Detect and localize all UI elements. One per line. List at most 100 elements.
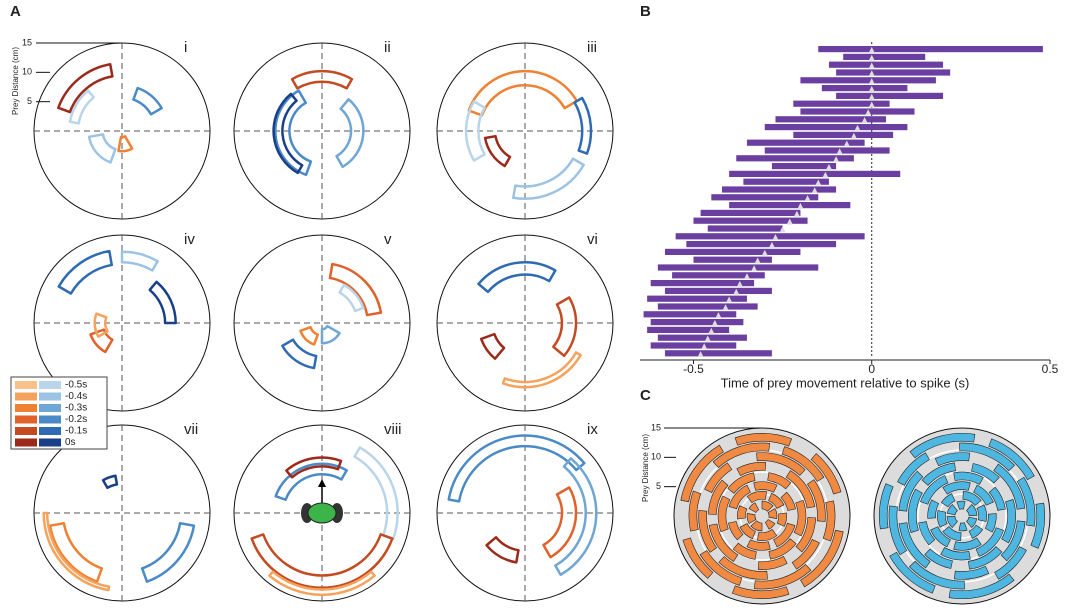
rf-contour	[132, 86, 163, 116]
bar	[650, 280, 755, 287]
rf-region	[898, 522, 931, 569]
polar-frame	[33, 424, 211, 602]
rf-region	[727, 472, 756, 494]
marker	[843, 140, 850, 147]
rf-region	[750, 520, 763, 532]
rf-region	[728, 521, 744, 541]
legend-swatch	[39, 381, 61, 389]
marker	[868, 78, 875, 85]
rf-contour	[148, 280, 177, 325]
rf-region	[968, 546, 1003, 570]
bar	[793, 100, 890, 107]
rf-region	[708, 523, 739, 562]
rf-region	[909, 432, 976, 459]
rf-contour	[485, 536, 520, 564]
bar	[836, 69, 951, 76]
rf-region	[993, 463, 1026, 510]
rf-region	[780, 491, 796, 511]
rf-region	[973, 484, 994, 506]
rf-contour	[299, 325, 320, 346]
rf-region	[732, 542, 757, 560]
bar	[722, 186, 837, 193]
bar	[764, 147, 890, 154]
rf-region	[757, 555, 788, 570]
bar	[675, 233, 865, 240]
marker	[836, 148, 843, 155]
rf-contour	[335, 98, 365, 169]
rf-contour	[93, 312, 109, 338]
bar	[711, 194, 819, 201]
rf-region	[1001, 499, 1016, 544]
marker	[854, 124, 861, 131]
rf-contour	[483, 134, 512, 168]
rf-region	[800, 529, 844, 588]
rf-region	[878, 483, 894, 530]
x-tick-label: -0.5	[683, 362, 704, 376]
radial-tick-label: 5	[656, 481, 661, 491]
rf-region	[966, 516, 978, 528]
rf-region	[975, 527, 1004, 557]
rf-region	[918, 521, 936, 546]
marker	[822, 171, 829, 178]
bar	[647, 326, 730, 333]
rf-contour	[554, 457, 598, 576]
marker	[804, 195, 811, 202]
rf-contour	[573, 96, 593, 155]
rf-region	[956, 500, 966, 510]
rf-region	[810, 453, 842, 495]
marker	[761, 249, 768, 256]
legend-swatch	[15, 392, 37, 401]
legend-label: -0.4s	[65, 391, 87, 402]
rf-region	[953, 471, 984, 485]
bar	[743, 178, 829, 185]
rf-contour	[274, 462, 348, 502]
marker	[733, 288, 740, 295]
rf-region	[712, 442, 770, 469]
bar	[647, 295, 747, 302]
bar	[771, 163, 837, 170]
bar	[836, 92, 944, 99]
mouse-body	[307, 502, 337, 524]
legend-label: -0.2s	[65, 414, 87, 425]
rf-region	[968, 524, 984, 539]
marker	[711, 319, 718, 326]
rf-region	[1016, 476, 1036, 527]
bar	[700, 209, 801, 216]
rf-region	[767, 508, 778, 519]
bar	[664, 248, 801, 255]
marker	[811, 187, 818, 194]
rf-region	[739, 523, 756, 540]
bar	[672, 272, 765, 279]
legend-swatch	[39, 427, 61, 435]
bar	[657, 334, 747, 341]
marker	[754, 257, 761, 264]
marker	[868, 62, 875, 69]
marker	[793, 210, 800, 217]
legend-swatch	[15, 381, 37, 389]
rf-region	[754, 563, 812, 590]
bar	[793, 131, 894, 138]
x-tick-label: 0	[868, 362, 875, 376]
rf-contour	[89, 328, 114, 354]
rf-contour	[250, 533, 394, 590]
bar	[818, 46, 1043, 53]
rf-region	[753, 481, 778, 493]
rf-contour	[57, 63, 114, 114]
rf-contour	[542, 486, 578, 559]
rf-region	[746, 513, 757, 524]
bar	[821, 85, 908, 92]
marker	[736, 280, 743, 287]
rf-contour	[57, 249, 114, 295]
rf-region	[728, 484, 751, 510]
rf-region	[688, 490, 702, 532]
rf-contour	[353, 446, 399, 541]
rf-region	[937, 510, 948, 528]
rf-contour	[140, 521, 196, 583]
rf-region	[746, 539, 771, 551]
rf-region	[773, 522, 796, 548]
rf-region	[761, 500, 774, 512]
rf-region	[940, 493, 956, 508]
marker	[833, 156, 840, 163]
marker	[868, 70, 875, 77]
